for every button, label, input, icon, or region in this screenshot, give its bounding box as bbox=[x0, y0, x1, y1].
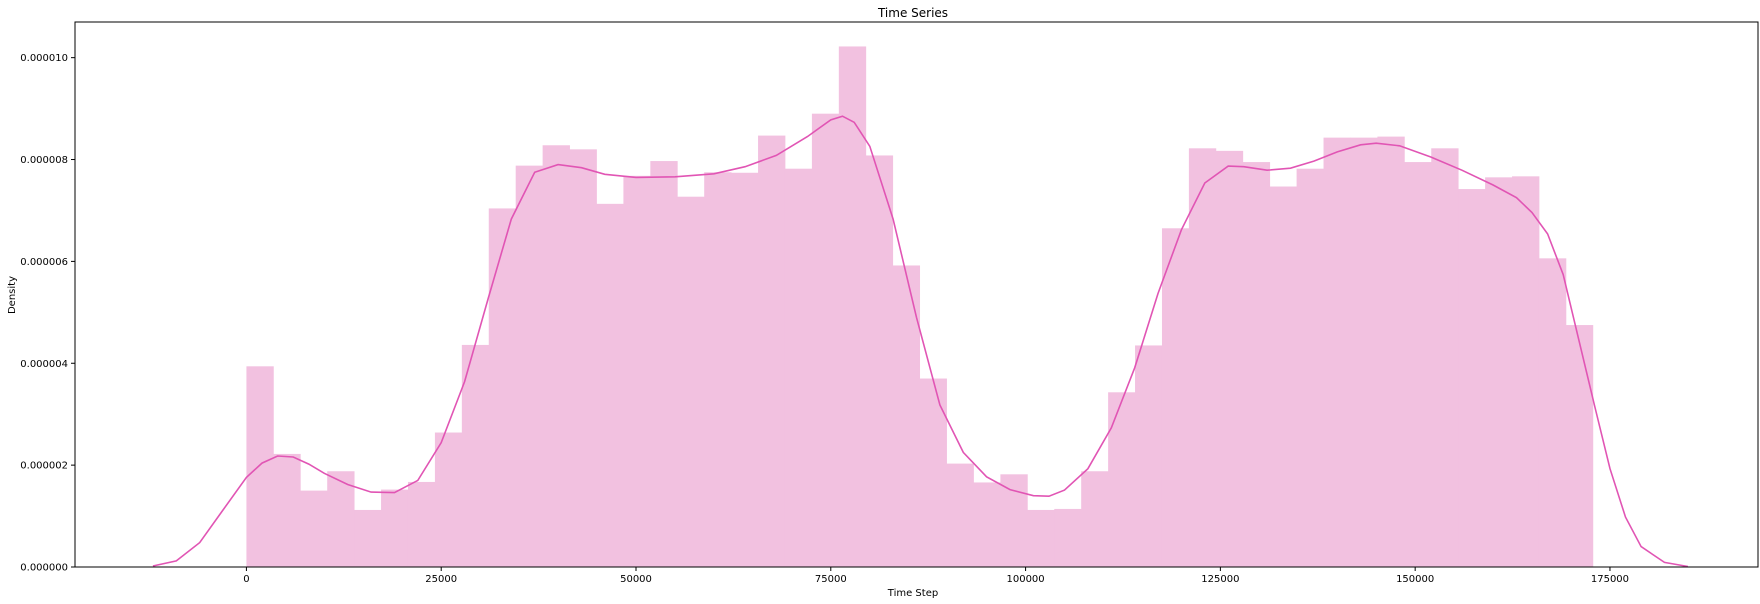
histogram-bar bbox=[1485, 177, 1513, 567]
histogram-bar bbox=[1512, 176, 1540, 567]
chart-title: Time Series bbox=[877, 6, 948, 20]
histogram-bar bbox=[838, 46, 867, 567]
histogram-bar bbox=[1000, 474, 1028, 567]
histogram-bar bbox=[1108, 392, 1136, 567]
plot-frame bbox=[74, 21, 1759, 568]
histogram-bar bbox=[865, 155, 894, 567]
histogram-bar bbox=[461, 344, 490, 567]
histogram-bar bbox=[273, 453, 301, 567]
histogram-bar bbox=[381, 489, 409, 567]
histogram-bar bbox=[1296, 168, 1324, 567]
histogram-bar bbox=[1188, 148, 1217, 568]
histogram-bar bbox=[327, 471, 355, 567]
x-tick-label: 50000 bbox=[620, 574, 652, 585]
x-tick-label: 75000 bbox=[815, 574, 847, 585]
x-tick-label: 125000 bbox=[1201, 574, 1239, 585]
histogram-bar bbox=[784, 168, 813, 567]
histogram-bar bbox=[354, 509, 382, 567]
histogram-bar bbox=[704, 172, 732, 567]
y-axis-ticks: 0.000000 0.000002 0.000004 0.000006 0.000008… bbox=[20, 53, 75, 574]
histogram-bar bbox=[946, 463, 974, 567]
histogram-bar bbox=[488, 208, 517, 567]
x-tick-label: 25000 bbox=[425, 574, 457, 585]
y-tick-label: 0.000006 bbox=[20, 257, 68, 268]
histogram-bar bbox=[1404, 162, 1432, 567]
y-tick-label: 0.000008 bbox=[20, 155, 68, 166]
histogram-bar bbox=[731, 172, 759, 567]
x-tick-label: 175000 bbox=[1591, 574, 1629, 585]
histogram-bar bbox=[650, 161, 678, 568]
histogram-bar bbox=[973, 482, 1001, 567]
y-tick-label: 0.000010 bbox=[20, 53, 68, 64]
histogram-bar bbox=[623, 175, 651, 567]
histogram-bar bbox=[300, 490, 328, 567]
histogram-bar bbox=[677, 196, 705, 567]
histogram-bar bbox=[1538, 258, 1567, 567]
histogram-bar bbox=[811, 113, 840, 567]
x-tick-label: 100000 bbox=[1006, 574, 1044, 585]
histogram-bar bbox=[1458, 189, 1486, 567]
histogram-bar bbox=[596, 203, 624, 568]
y-tick-label: 0.000002 bbox=[20, 461, 68, 472]
histogram-bar bbox=[758, 135, 786, 567]
histogram-bar bbox=[1350, 137, 1378, 567]
y-tick-label: 0.000000 bbox=[20, 563, 68, 574]
y-tick-label: 0.000004 bbox=[20, 359, 68, 370]
histogram-bar bbox=[407, 481, 436, 567]
histogram-bar bbox=[1323, 137, 1351, 567]
histogram-bar bbox=[1081, 471, 1109, 567]
histogram-bar bbox=[542, 145, 570, 567]
histogram-bar bbox=[1161, 228, 1190, 568]
histogram-bar bbox=[434, 432, 463, 567]
histogram-bar bbox=[892, 265, 921, 567]
x-tick-label: 0 bbox=[243, 574, 249, 585]
histogram-bar bbox=[1565, 325, 1594, 567]
kde-curve bbox=[152, 115, 1689, 568]
histogram-bar bbox=[1215, 150, 1244, 567]
histogram-bar bbox=[1431, 148, 1459, 568]
x-axis-label: Time Step bbox=[887, 588, 938, 599]
histogram-bar bbox=[1054, 508, 1082, 567]
histogram-bar bbox=[1135, 345, 1163, 567]
histogram-bar bbox=[919, 378, 947, 567]
histogram-bar bbox=[1269, 186, 1298, 568]
histogram-bar bbox=[246, 366, 274, 567]
histogram-bar bbox=[1242, 162, 1271, 567]
x-tick-label: 150000 bbox=[1396, 574, 1434, 585]
histogram-bar bbox=[515, 165, 544, 568]
x-axis-ticks: 0 25000 50000 75000 100000 125000 150000 175000 bbox=[243, 567, 1629, 585]
y-axis-label: Density bbox=[7, 276, 18, 314]
histogram-bar bbox=[1377, 136, 1405, 568]
histogram-bar bbox=[569, 149, 597, 568]
histogram-bar bbox=[1027, 509, 1055, 567]
histogram-bars bbox=[246, 46, 1594, 568]
